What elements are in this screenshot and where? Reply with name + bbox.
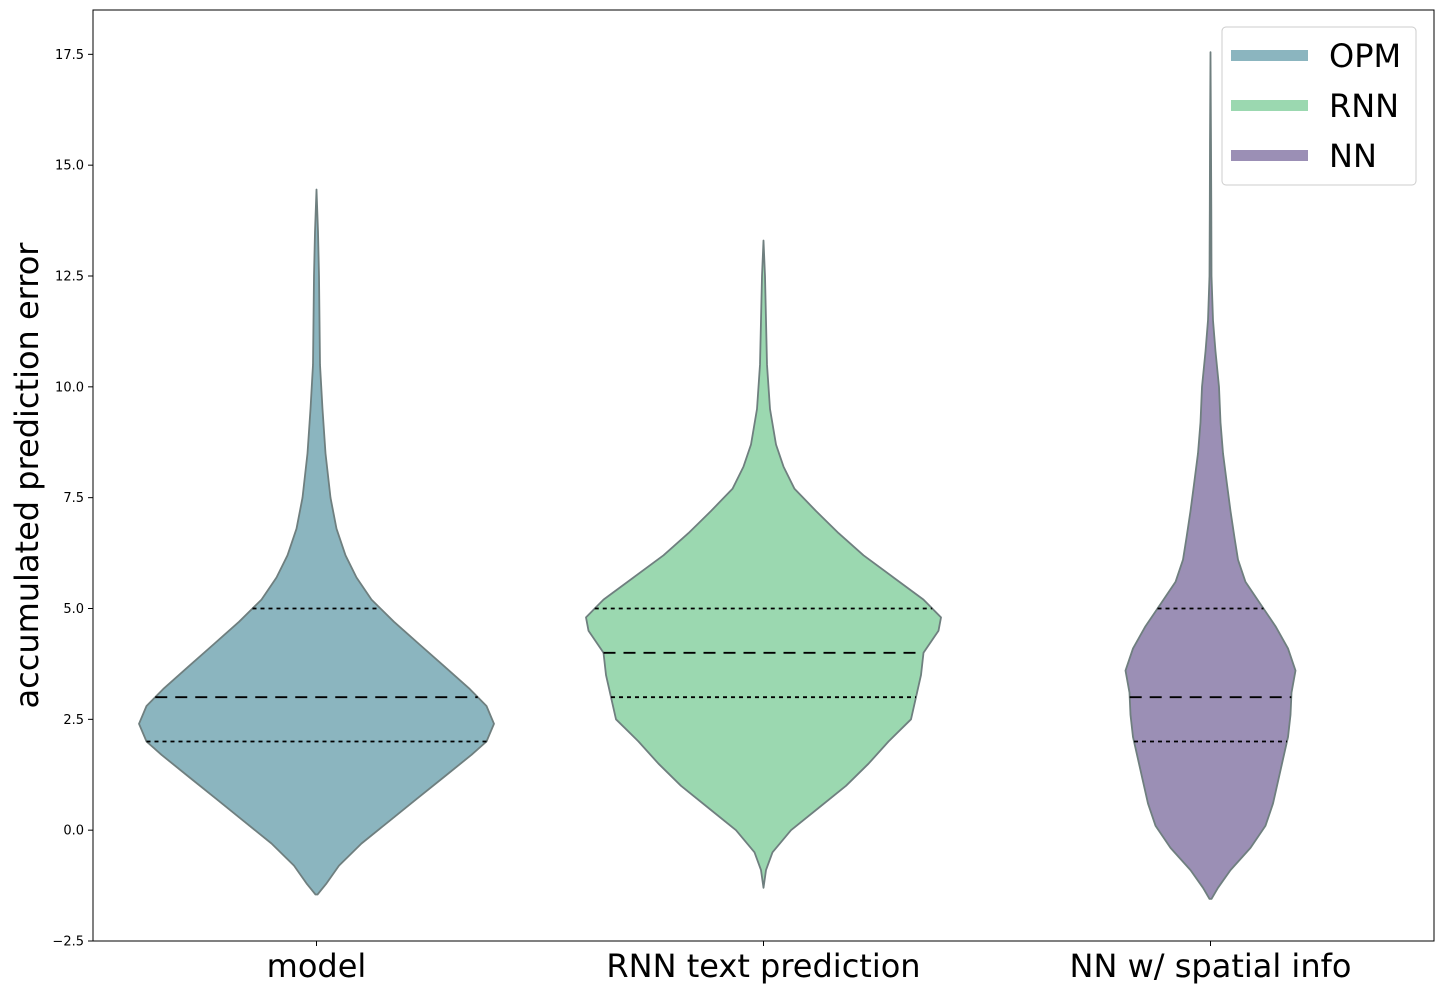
y-tick-label: 0.0	[63, 824, 84, 839]
x-tick-label: model	[267, 947, 367, 985]
y-tick-label: 5.0	[63, 602, 84, 617]
y-tick-label: 17.5	[55, 48, 84, 63]
legend-swatch-rnn	[1231, 100, 1308, 111]
violin-rnn	[585, 239, 942, 889]
x-axis: model RNN text prediction NN w/ spatial in…	[267, 941, 1352, 985]
legend-swatch-opm	[1231, 50, 1308, 61]
legend-label-opm: OPM	[1329, 37, 1401, 75]
y-tick-label: 15.0	[55, 159, 84, 174]
legend: OPM RNN NN	[1221, 26, 1417, 186]
x-tick-label: RNN text prediction	[606, 947, 920, 985]
quartile-lines-layer	[146, 607, 1292, 743]
violins-layer	[138, 51, 1297, 900]
violin-nn	[1124, 51, 1297, 900]
x-tick-label: NN w/ spatial info	[1070, 947, 1352, 985]
legend-label-nn: NN	[1329, 137, 1377, 175]
legend-swatch-nn	[1231, 150, 1308, 161]
y-tick-label: 7.5	[63, 491, 84, 506]
y-axis: −2.5 0.0 2.5 5.0 7.5 10.0 12.5 15.0 17.5	[52, 48, 93, 950]
violin-opm	[138, 188, 495, 896]
legend-box	[1221, 26, 1417, 186]
y-tick-label: −2.5	[52, 935, 84, 950]
y-axis-label: accumulated prediction error	[8, 242, 46, 709]
y-tick-label: 10.0	[55, 380, 84, 395]
y-tick-label: 12.5	[55, 270, 84, 285]
legend-label-rnn: RNN	[1329, 87, 1399, 125]
y-tick-label: 2.5	[63, 713, 84, 728]
